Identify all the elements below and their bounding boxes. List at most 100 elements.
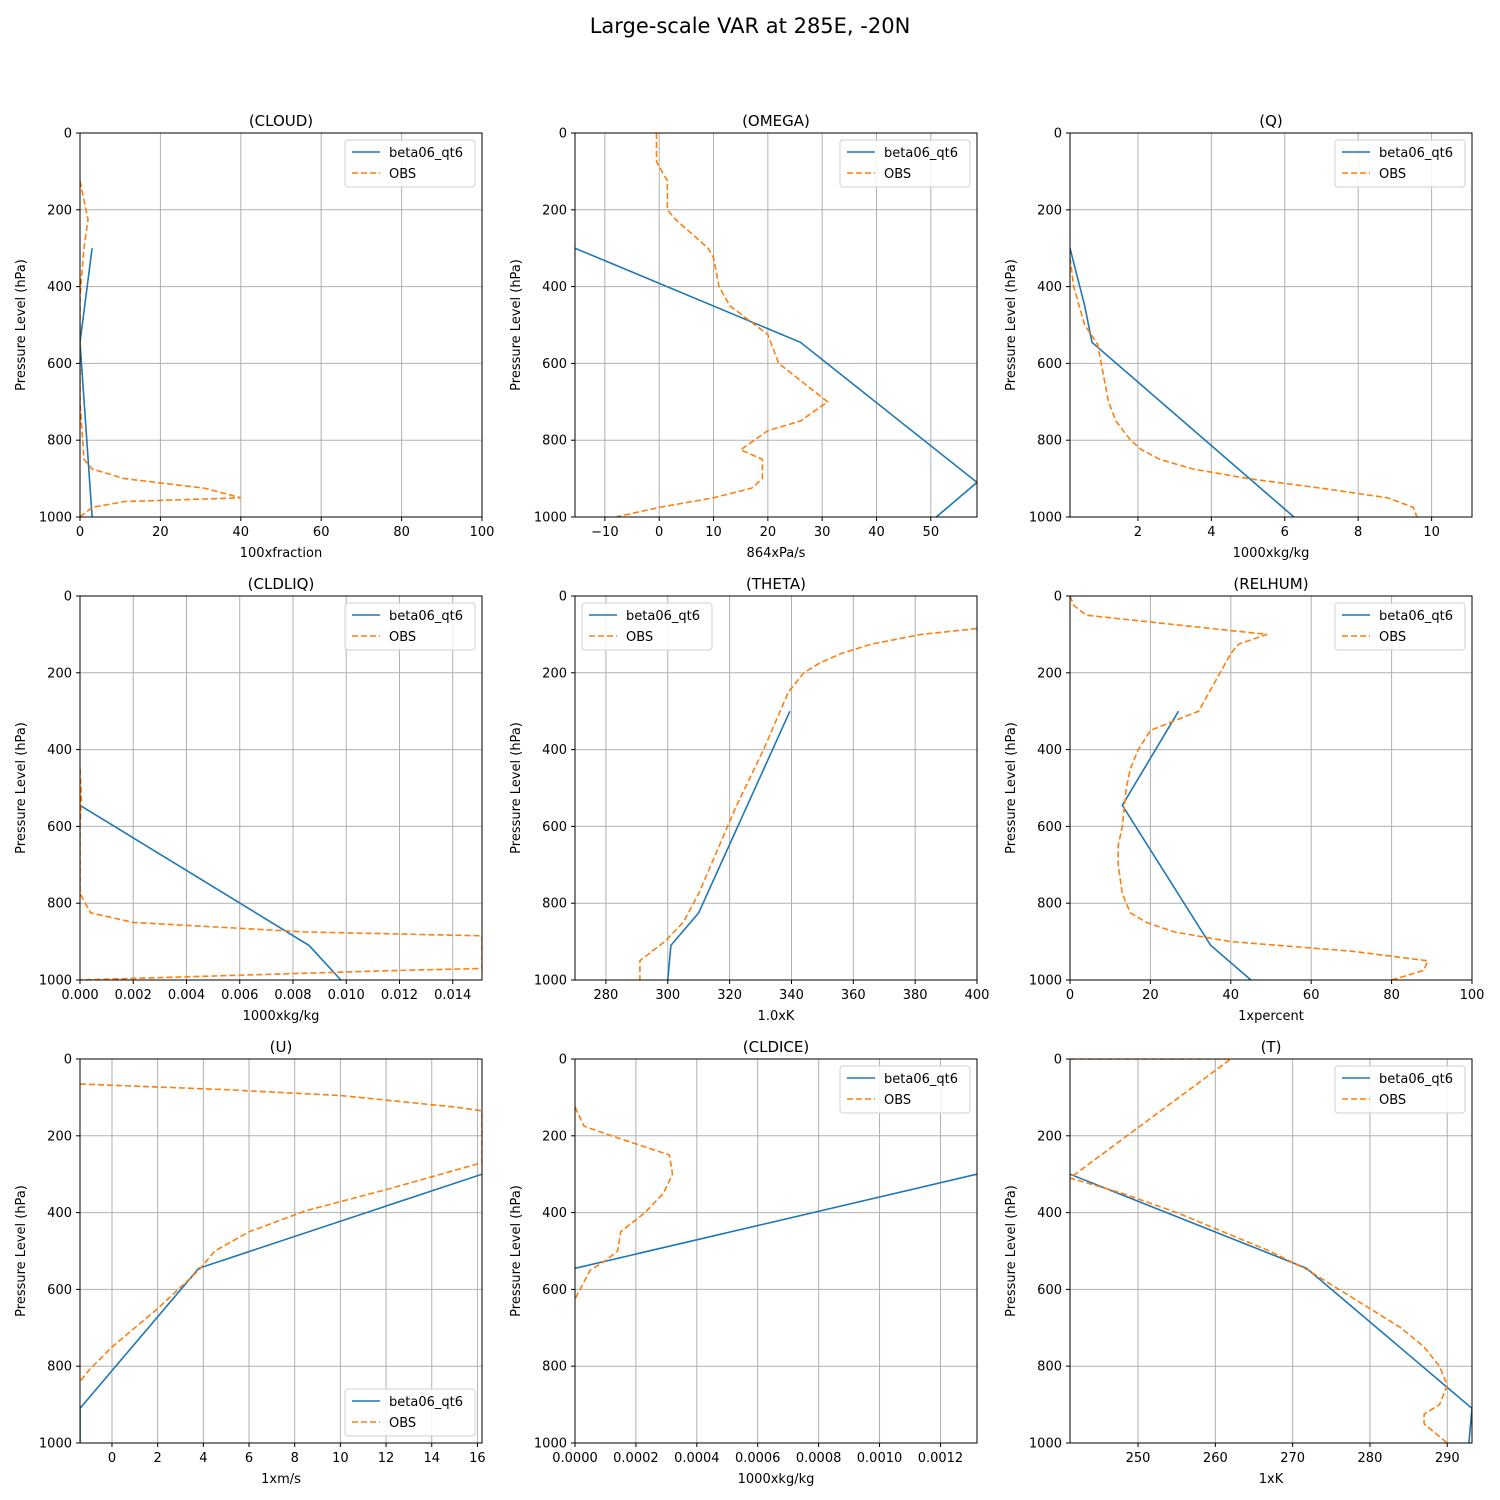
x-tick-label: 300 (655, 988, 680, 1003)
x-tick-label: 2 (154, 1451, 162, 1466)
y-tick-label: 600 (47, 1283, 72, 1298)
y-tick-label: 800 (1037, 434, 1062, 449)
y-tick-label: 400 (47, 743, 72, 758)
y-axis-label: Pressure Level (hPa) (14, 259, 29, 391)
series-line-obs (639, 627, 977, 980)
y-tick-label: 600 (542, 357, 567, 372)
y-tick-label: 0 (559, 127, 567, 142)
plot-frame (574, 132, 978, 518)
series-line-obs (615, 133, 829, 517)
panel-title: (CLOUD) (249, 112, 313, 130)
series-line-model (1070, 1173, 1472, 1443)
x-tick-label: 340 (779, 988, 804, 1003)
legend-label: beta06_qt6 (1379, 609, 1453, 624)
x-tick-label: 0 (108, 1451, 116, 1466)
y-tick-label: 0 (1054, 127, 1062, 142)
plot-frame (1069, 132, 1473, 518)
legend: beta06_qt6 OBS (1334, 602, 1466, 651)
x-axis-label: 864xPa/s (747, 546, 806, 561)
y-tick-label: 800 (542, 1360, 567, 1375)
y-tick-label: 0 (64, 127, 72, 142)
x-tick-label: 0.0008 (796, 1451, 842, 1466)
panel-title: (OMEGA) (742, 112, 810, 130)
x-tick-label: 290 (1435, 1451, 1460, 1466)
legend: beta06_qt6 OBS (581, 602, 713, 651)
x-tick-label: 260 (1203, 1451, 1228, 1466)
x-tick-label: 280 (1358, 1451, 1383, 1466)
y-tick-label: 0 (559, 590, 567, 605)
y-axis-label: Pressure Level (hPa) (1004, 259, 1019, 391)
y-tick-label: 1000 (39, 511, 72, 526)
x-tick-label: 40 (233, 525, 250, 540)
legend-label: beta06_qt6 (389, 609, 463, 624)
y-tick-label: 1000 (534, 1437, 567, 1452)
x-tick-label: 10 (1423, 525, 1440, 540)
y-tick-label: 800 (542, 897, 567, 912)
series-line-obs (1070, 1059, 1449, 1443)
y-tick-label: 200 (542, 1129, 567, 1144)
series-line-model (1121, 710, 1252, 980)
plot-frame (79, 595, 483, 981)
panel-title: (Q) (1259, 112, 1283, 130)
y-tick-label: 200 (542, 203, 567, 218)
x-tick-label: 12 (378, 1451, 395, 1466)
legend: beta06_qt6 OBS (1334, 139, 1466, 188)
y-tick-label: 400 (1037, 280, 1062, 295)
legend-label: OBS (1379, 630, 1406, 645)
x-tick-label: 0.0012 (918, 1451, 964, 1466)
x-tick-label: 0.004 (168, 988, 205, 1003)
y-tick-label: 400 (1037, 1206, 1062, 1221)
panel-cldice: 0.0000 0.0002 0.0004 0.0006 0.0008 0.0010 0.00… (509, 1038, 978, 1487)
y-tick-label: 200 (542, 666, 567, 681)
y-axis-label: Pressure Level (hPa) (509, 722, 524, 854)
x-tick-label: 6 (245, 1451, 253, 1466)
legend-label: OBS (1379, 1093, 1406, 1108)
y-tick-label: 1000 (39, 974, 72, 989)
y-tick-label: 800 (47, 434, 72, 449)
series-line-model (575, 1173, 977, 1270)
legend-label: OBS (389, 630, 416, 645)
plot-frame (574, 1058, 978, 1444)
x-tick-label: 0 (76, 525, 84, 540)
x-tick-label: 400 (965, 988, 990, 1003)
y-tick-label: 200 (47, 203, 72, 218)
x-tick-label: 14 (423, 1451, 440, 1466)
x-tick-label: 0.010 (328, 988, 365, 1003)
x-tick-label: 80 (393, 525, 410, 540)
x-tick-label: 8 (1354, 525, 1362, 540)
x-axis-label: 1000xkg/kg (243, 1009, 320, 1024)
y-tick-label: 400 (47, 280, 72, 295)
x-tick-label: 20 (152, 525, 169, 540)
y-tick-label: 800 (47, 897, 72, 912)
panel-theta: 280 300 320 340 360 380 400 0 200 400 600 800 1000 (T… (509, 575, 989, 1024)
x-tick-label: 250 (1126, 1451, 1151, 1466)
series-line-model (667, 710, 791, 980)
x-tick-label: 40 (868, 525, 885, 540)
panel-cloud: 0 20 40 60 80 10002004006008001000(CLOUD)100x… (14, 112, 494, 561)
y-tick-label: 800 (542, 434, 567, 449)
x-axis-label: 1000xkg/kg (738, 1472, 815, 1487)
x-tick-label: 20 (1142, 988, 1159, 1003)
y-tick-label: 600 (542, 820, 567, 835)
x-tick-label: 60 (313, 525, 330, 540)
x-tick-label: 280 (594, 988, 619, 1003)
plot-frame (1069, 1058, 1473, 1444)
series-line-obs (80, 180, 242, 517)
series-line-obs (80, 1083, 482, 1383)
x-tick-label: 2 (1134, 525, 1142, 540)
legend-label: beta06_qt6 (884, 146, 958, 161)
x-tick-label: 0.000 (61, 988, 98, 1003)
x-axis-label: 1xpercent (1238, 1009, 1304, 1024)
series-line-obs (1070, 257, 1418, 517)
x-axis-label: 100xfraction (240, 546, 322, 561)
x-tick-label: 6 (1281, 525, 1289, 540)
x-tick-label: 0.008 (274, 988, 311, 1003)
x-tick-label: 4 (1207, 525, 1215, 540)
y-tick-label: 400 (542, 1206, 567, 1221)
panel-relhum: 0 20 40 60 80 10002004006008001000(RELHUM)1xp… (1004, 575, 1484, 1024)
x-tick-label: 8 (291, 1451, 299, 1466)
panel-u: 0 2 4 6 8 10 12 14 16 0 200 400 600 800 1000 (U) 1xm/s Pr… (14, 1038, 486, 1487)
x-tick-label: 0.012 (381, 988, 418, 1003)
y-tick-label: 200 (1037, 1129, 1062, 1144)
y-tick-label: 0 (64, 1053, 72, 1068)
